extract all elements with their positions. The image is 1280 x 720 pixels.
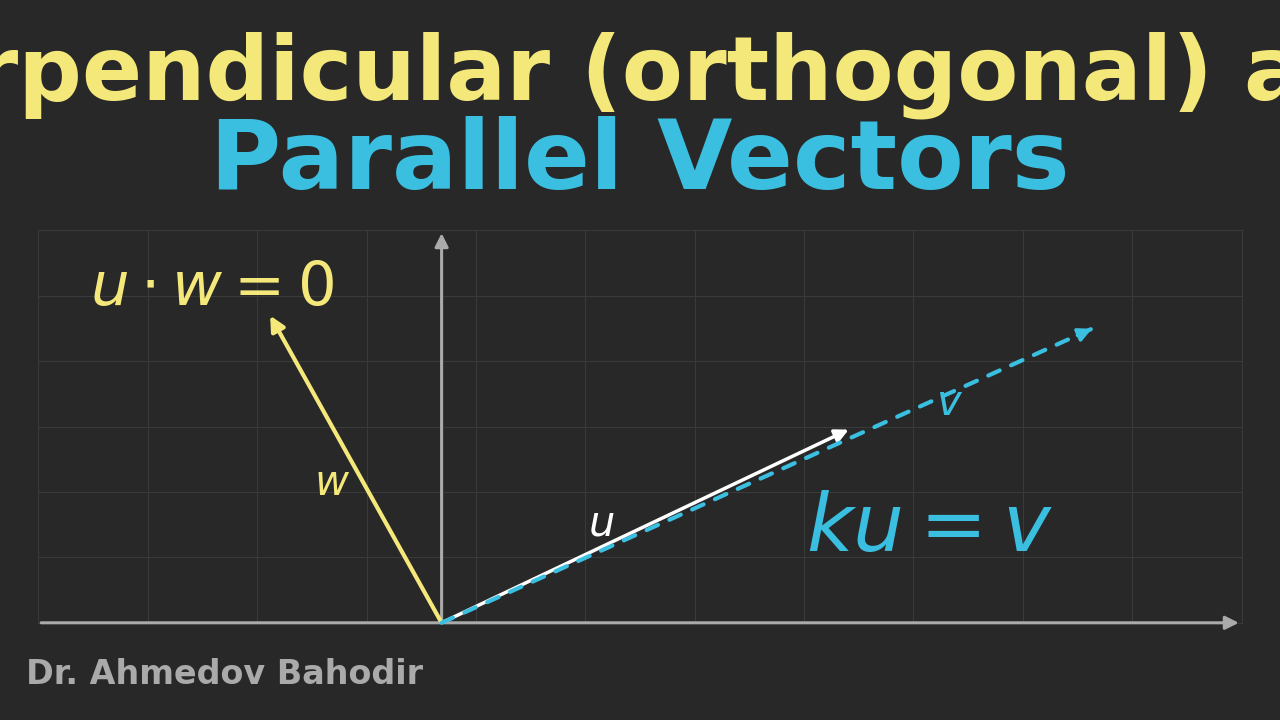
- Text: $v$: $v$: [937, 382, 964, 424]
- Text: Parallel Vectors: Parallel Vectors: [210, 115, 1070, 209]
- Text: $u \cdot w = 0$: $u \cdot w = 0$: [90, 258, 333, 318]
- Text: Dr. Ahmedov Bahodir: Dr. Ahmedov Bahodir: [26, 658, 422, 691]
- Text: $ku = v$: $ku = v$: [806, 490, 1053, 568]
- Text: $w$: $w$: [314, 462, 349, 505]
- Text: Perpendicular (orthogonal) and: Perpendicular (orthogonal) and: [0, 32, 1280, 120]
- Text: $u$: $u$: [588, 502, 614, 544]
